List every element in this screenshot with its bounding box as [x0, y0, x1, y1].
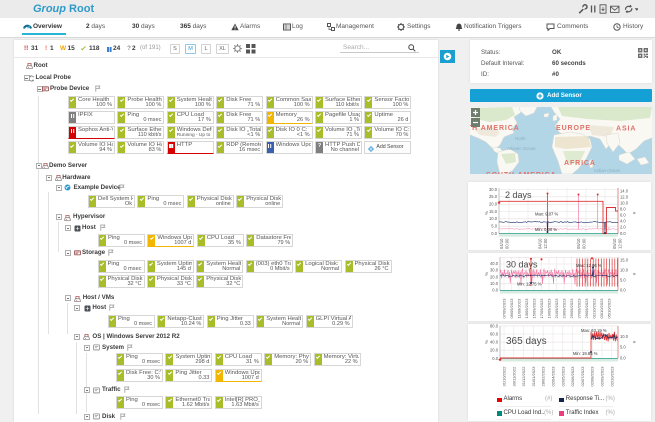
svg-text:60.0: 60.0: [490, 332, 499, 337]
svg-text:Max: 9.07 %: Max: 9.07 %: [535, 212, 559, 217]
svg-text:ASIA: ASIA: [616, 126, 636, 133]
svg-text:0.0: 0.0: [492, 356, 498, 361]
svg-text:31/01/2023: 31/01/2023: [531, 366, 536, 387]
svg-text:80.0: 80.0: [490, 324, 499, 328]
svg-text:17/09/2023: 17/09/2023: [539, 298, 544, 319]
svg-text:05/10/2023: 05/10/2023: [607, 298, 612, 319]
svg-text:0.0: 0.0: [620, 356, 626, 361]
svg-text:Indian Ocean: Indian Ocean: [594, 168, 621, 173]
svg-text:02/07/2023: 02/07/2023: [580, 366, 585, 387]
svg-text:00:00: 00:00: [505, 238, 510, 249]
svg-text:North: North: [515, 136, 526, 141]
svg-text:#: #: [632, 272, 637, 275]
svg-text:6.0: 6.0: [620, 213, 626, 218]
svg-text:SOUTH AMERICA: SOUTH AMERICA: [486, 172, 557, 174]
svg-text:11/09/2023: 11/09/2023: [517, 298, 522, 318]
svg-text:12.0: 12.0: [620, 194, 629, 199]
svg-text:5.0: 5.0: [620, 345, 626, 350]
svg-text:15.0: 15.0: [620, 258, 629, 263]
svg-text:20.0: 20.0: [490, 274, 499, 279]
svg-text:5.0: 5.0: [620, 278, 626, 283]
svg-text:TH AMERICA: TH AMERICA: [470, 125, 520, 132]
svg-text:#: #: [632, 340, 637, 343]
svg-text:15.0: 15.0: [489, 209, 498, 214]
svg-text:05/10: 05/10: [612, 238, 617, 249]
svg-text:15/09/2023: 15/09/2023: [532, 298, 537, 319]
svg-text:Min: 19.85 %: Min: 19.85 %: [573, 351, 598, 356]
svg-text:12:00: 12:00: [618, 238, 623, 249]
svg-text:Min: 12.75 %: Min: 12.75 %: [517, 282, 542, 287]
svg-text:04/10: 04/10: [499, 238, 504, 249]
svg-text:10.0: 10.0: [490, 281, 499, 286]
svg-text:01/10/2023: 01/10/2023: [592, 298, 597, 319]
svg-text:30/11/2022: 30/11/2022: [511, 366, 516, 386]
svg-text:40.0: 40.0: [490, 340, 499, 345]
svg-text:25.0: 25.0: [489, 194, 498, 199]
svg-text:%: %: [484, 272, 489, 276]
svg-text:%: %: [484, 211, 489, 215]
svg-text:2.0: 2.0: [620, 225, 626, 230]
svg-text:20.0: 20.0: [489, 202, 498, 207]
svg-text:8.0: 8.0: [620, 207, 626, 212]
svg-text:02/08/2023: 02/08/2023: [590, 366, 595, 387]
svg-text:Max: 63.19 %: Max: 63.19 %: [581, 328, 607, 333]
svg-text:Min: 0.00 %: Min: 0.00 %: [535, 227, 557, 232]
svg-text:4.0: 4.0: [620, 219, 626, 224]
svg-text:27/09/2023: 27/09/2023: [577, 298, 582, 319]
svg-text:30 days: 30 days: [506, 260, 538, 270]
svg-text:Atlantic Ocean: Atlantic Ocean: [507, 146, 536, 151]
svg-text:#: #: [632, 211, 637, 214]
svg-text:07/09/2023: 07/09/2023: [502, 298, 507, 319]
svg-text:13/09/2023: 13/09/2023: [524, 298, 529, 319]
svg-text:5.0: 5.0: [491, 224, 497, 229]
svg-text:21/09/2023: 21/09/2023: [554, 298, 559, 319]
svg-text:10.0: 10.0: [489, 216, 498, 221]
svg-text:23/09/2023: 23/09/2023: [562, 298, 567, 319]
svg-text:10.0: 10.0: [620, 334, 629, 339]
svg-text:365 days: 365 days: [506, 336, 547, 347]
svg-text:AFRICA: AFRICA: [564, 160, 596, 167]
svg-text:14.0: 14.0: [620, 188, 629, 193]
svg-text:30.0: 30.0: [489, 187, 498, 192]
svg-text:0.0: 0.0: [492, 288, 498, 293]
svg-text:02/10/2023: 02/10/2023: [609, 366, 614, 387]
svg-text:10.0: 10.0: [620, 268, 629, 273]
svg-text:0.0: 0.0: [620, 288, 626, 293]
svg-text:Max: 12.06 %: Max: 12.06 %: [576, 263, 602, 268]
svg-text:09/09/2023: 09/09/2023: [509, 298, 514, 319]
svg-text:03/10/2023: 03/10/2023: [599, 298, 604, 319]
svg-text:02/04/2023: 02/04/2023: [551, 366, 556, 387]
svg-text:20.0: 20.0: [490, 348, 499, 353]
svg-text:05/10: 05/10: [576, 238, 581, 249]
svg-text:0.0: 0.0: [620, 231, 626, 236]
svg-text:40.0: 40.0: [490, 261, 499, 266]
svg-text:31/12/2022: 31/12/2022: [521, 366, 526, 387]
svg-text:EUROPE: EUROPE: [556, 125, 591, 132]
svg-text:10.0: 10.0: [620, 200, 629, 205]
svg-text:04/10: 04/10: [538, 238, 543, 249]
svg-text:%: %: [484, 340, 489, 344]
svg-text:28/02/2023: 28/02/2023: [541, 366, 546, 387]
svg-text:0.0: 0.0: [491, 231, 497, 236]
svg-text:12:00: 12:00: [543, 238, 548, 249]
svg-text:02/05/2023: 02/05/2023: [560, 366, 565, 387]
svg-text:02/09/2023: 02/09/2023: [600, 366, 605, 387]
svg-text:2 days: 2 days: [505, 190, 532, 200]
svg-text:19/09/2023: 19/09/2023: [547, 298, 552, 319]
svg-text:00:00: 00:00: [582, 238, 587, 249]
svg-text:29/09/2023: 29/09/2023: [584, 298, 589, 319]
svg-text:30.0: 30.0: [490, 268, 499, 273]
svg-text:25/09/2023: 25/09/2023: [569, 298, 574, 319]
svg-text:31/10/2022: 31/10/2022: [502, 366, 507, 387]
svg-text:02/06/2023: 02/06/2023: [570, 366, 575, 387]
